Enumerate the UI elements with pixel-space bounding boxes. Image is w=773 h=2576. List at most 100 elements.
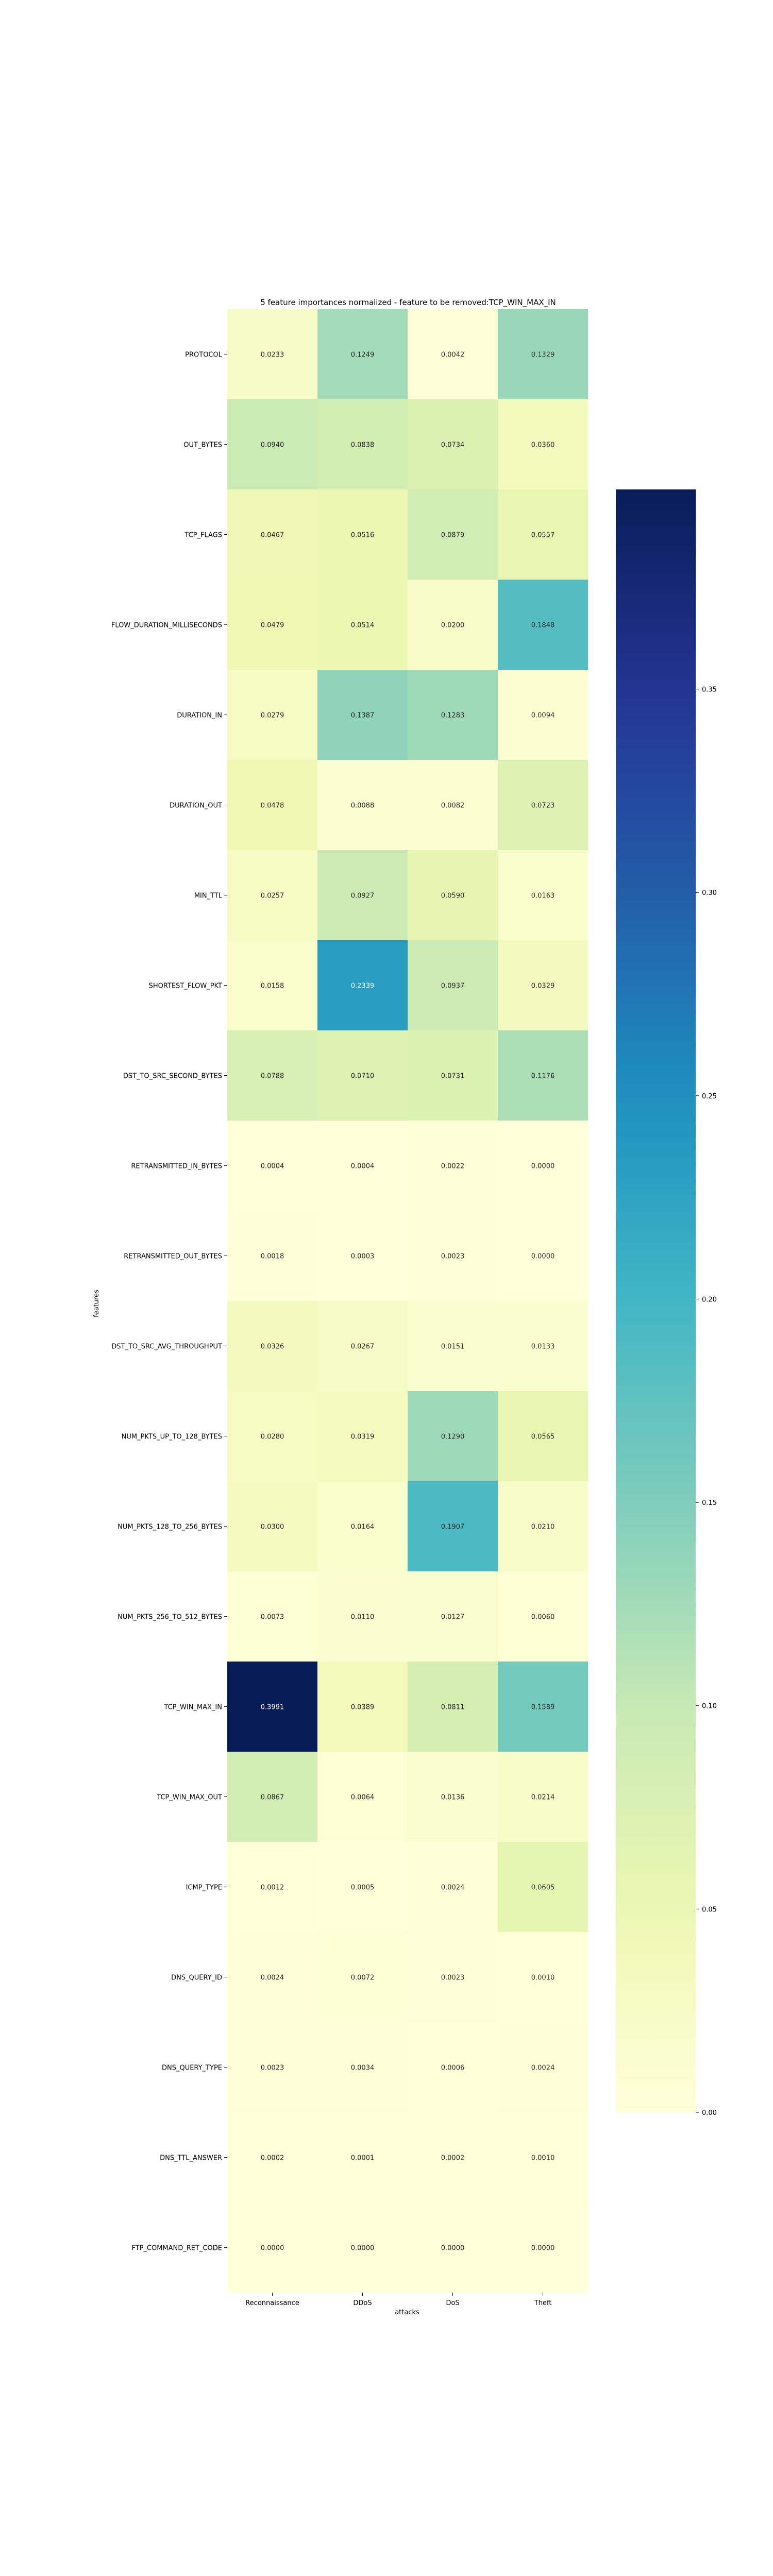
cell-value-label: 0.0257: [261, 892, 284, 900]
y-tick-label: PROTOCOL: [185, 351, 223, 359]
x-tick-label: DoS: [446, 2299, 459, 2307]
heatmap-cell: [408, 1662, 498, 1752]
cell-value-label: 0.0158: [261, 982, 284, 990]
cell-value-label: 0.0590: [441, 892, 465, 900]
cell-value-label: 0.0210: [531, 1523, 555, 1531]
cell-value-label: 0.0557: [531, 532, 555, 539]
heatmap-cell: [227, 1842, 317, 1932]
y-tick-label: DNS_QUERY_ID: [171, 1974, 222, 1982]
heatmap-cell: [498, 1481, 588, 1571]
heatmap-cell: [227, 760, 317, 850]
cell-value-label: 0.0110: [351, 1614, 375, 1621]
x-tick-label: DDoS: [353, 2299, 372, 2307]
cell-value-label: 0.0133: [531, 1343, 555, 1351]
y-tick-label: DST_TO_SRC_SECOND_BYTES: [123, 1073, 222, 1080]
y-tick-label: DURATION_OUT: [170, 802, 222, 810]
cell-value-label: 0.0937: [441, 982, 465, 990]
heatmap-cell: [408, 940, 498, 1030]
cell-value-label: 0.1589: [531, 1704, 555, 1711]
cell-value-label: 0.0024: [441, 1884, 465, 1892]
y-tick-label: TCP_WIN_MAX_OUT: [156, 1794, 222, 1802]
cell-value-label: 0.0838: [351, 442, 375, 449]
heatmap-cell: [408, 2112, 498, 2202]
heatmap-cell: [498, 2022, 588, 2112]
heatmap-cell: [408, 1391, 498, 1481]
heatmap-cell: [317, 1842, 408, 1932]
heatmap-cell: [227, 1030, 317, 1121]
cell-value-label: 0.0010: [531, 1974, 555, 1982]
cell-value-label: 0.0233: [261, 351, 284, 359]
heatmap-cell: [498, 1932, 588, 2022]
y-tick-label: DURATION_IN: [177, 712, 222, 720]
heatmap-cell: [317, 850, 408, 940]
heatmap-cell: [227, 1932, 317, 2022]
cell-value-label: 0.0723: [531, 802, 555, 810]
y-tick-label: RETRANSMITTED_IN_BYTES: [131, 1163, 222, 1171]
cell-value-label: 0.0042: [441, 351, 465, 359]
cell-value-label: 0.1848: [531, 622, 555, 630]
cell-value-label: 0.1290: [441, 1433, 465, 1441]
cell-value-label: 0.1329: [531, 351, 555, 359]
cell-value-label: 0.0731: [441, 1073, 465, 1080]
heatmap-cell: [498, 1121, 588, 1211]
heatmap-cell: [498, 1030, 588, 1121]
heatmap-cell: [227, 309, 317, 399]
cell-value-label: 0.0024: [261, 1974, 284, 1982]
heatmap-cell: [227, 1752, 317, 1842]
cell-value-label: 0.0788: [261, 1073, 284, 1080]
cell-value-label: 0.0734: [441, 442, 465, 449]
cell-value-label: 0.0064: [351, 1794, 375, 1802]
x-tick-label: Reconnaissance: [245, 2299, 299, 2307]
colorbar-tick-label: 0.10: [702, 1703, 717, 1710]
heatmap-cell: [317, 670, 408, 760]
cell-value-label: 0.0004: [261, 1163, 284, 1171]
cell-value-label: 0.0164: [351, 1523, 375, 1531]
heatmap-cell: [317, 1932, 408, 2022]
heatmap-cell: [227, 670, 317, 760]
heatmap-cell: [498, 489, 588, 580]
heatmap-cell: [408, 1752, 498, 1842]
cell-value-label: 0.0002: [441, 2155, 465, 2162]
heatmap-cell: [498, 580, 588, 670]
cell-value-label: 0.0000: [441, 2245, 465, 2252]
heatmap-cell: [408, 489, 498, 580]
y-tick-label: DST_TO_SRC_AVG_THROUGHPUT: [111, 1343, 222, 1351]
cell-value-label: 0.0478: [261, 802, 284, 810]
cell-value-label: 0.0023: [441, 1253, 465, 1261]
cell-value-label: 0.0200: [441, 622, 465, 630]
cell-value-label: 0.0940: [261, 442, 284, 449]
heatmap-cell: [317, 309, 408, 399]
cell-value-label: 0.0360: [531, 442, 555, 449]
colorbar-tick-label: 0.20: [702, 1296, 717, 1303]
heatmap-cell: [227, 2112, 317, 2202]
heatmap-cell: [408, 850, 498, 940]
y-tick-label: DNS_QUERY_TYPE: [162, 2064, 222, 2072]
cell-value-label: 0.1387: [351, 712, 375, 720]
heatmap-cell: [227, 1391, 317, 1481]
heatmap-cell: [408, 580, 498, 670]
x-axis-label: attacks: [395, 2309, 419, 2316]
x-tick-label: Theft: [534, 2299, 552, 2307]
heatmap-cell: [227, 1481, 317, 1571]
cell-value-label: 0.0710: [351, 1073, 375, 1080]
y-tick-label: RETRANSMITTED_OUT_BYTES: [124, 1253, 222, 1261]
cell-value-label: 0.0010: [531, 2155, 555, 2162]
cell-value-label: 0.0012: [261, 1884, 284, 1892]
cell-value-label: 0.0000: [531, 1253, 555, 1261]
heatmap-cell: [317, 2202, 408, 2293]
colorbar-tick-label: 0.25: [702, 1093, 717, 1100]
heatmap-cell: [317, 1211, 408, 1301]
cell-value-label: 0.0516: [351, 532, 375, 539]
y-axis-label: features: [93, 1290, 100, 1317]
heatmap-cell: [498, 2112, 588, 2202]
heatmap-cell: [498, 1301, 588, 1391]
heatmap-cell: [317, 1121, 408, 1211]
cell-value-label: 0.0136: [441, 1794, 465, 1802]
cell-value-label: 0.0023: [441, 1974, 465, 1982]
heatmap-cell: [498, 1842, 588, 1932]
cell-value-label: 0.0073: [261, 1614, 284, 1621]
y-tick-label: OUT_BYTES: [183, 442, 222, 449]
cell-value-label: 0.0163: [531, 892, 555, 900]
cell-value-label: 0.0214: [531, 1794, 555, 1802]
